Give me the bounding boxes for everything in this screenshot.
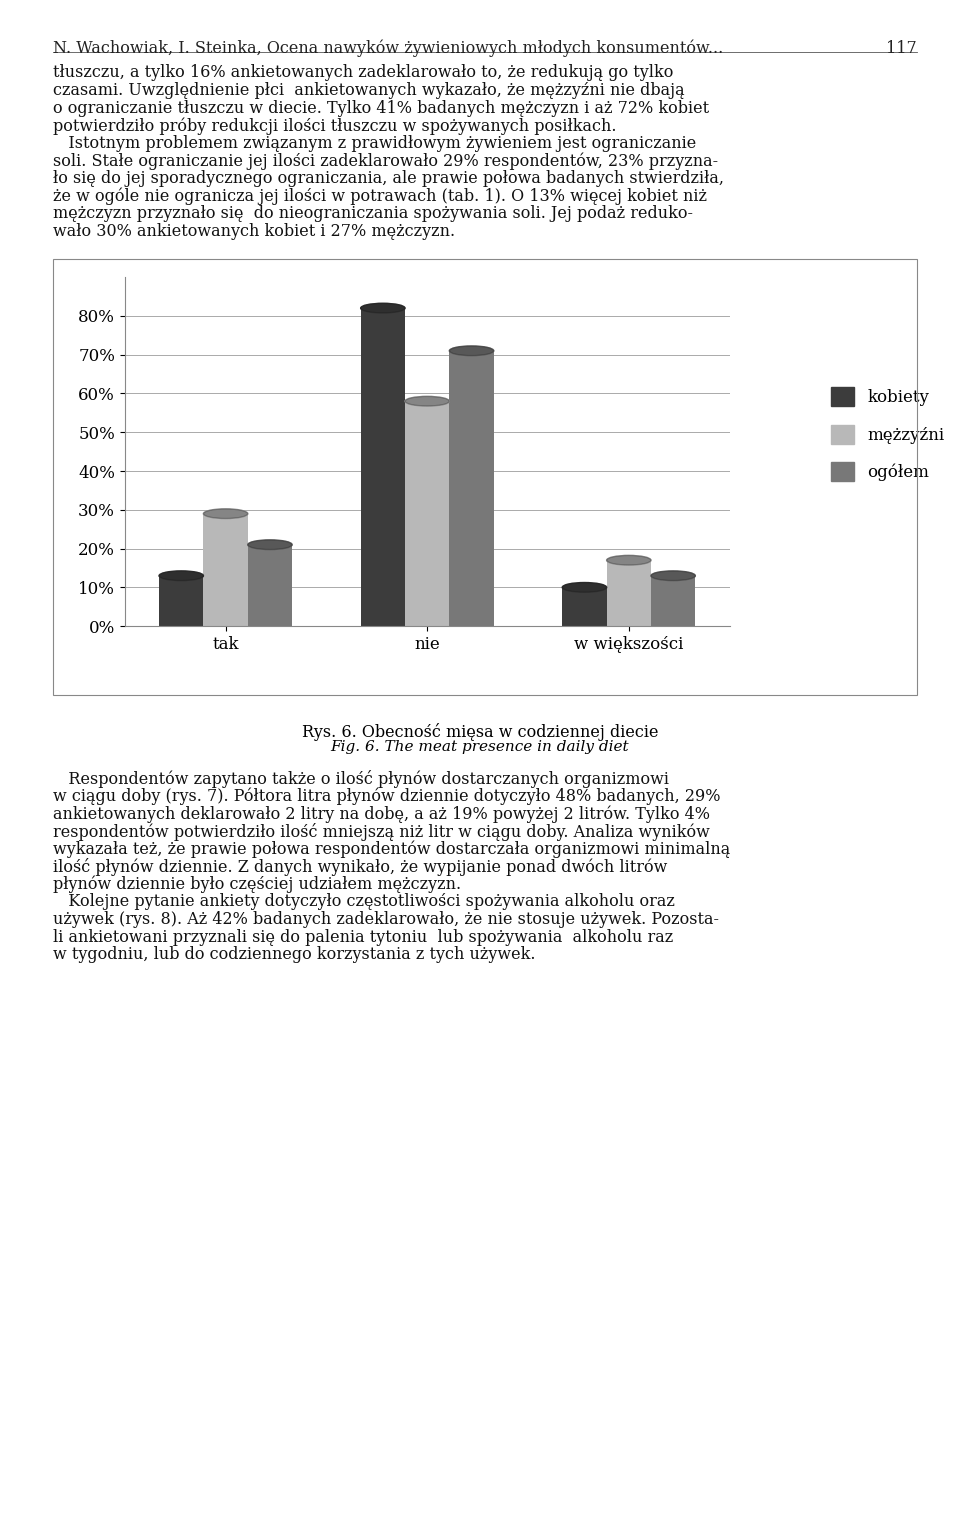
Text: Respondentów zapytano także o ilość płynów dostarczanych organizmowi: Respondentów zapytano także o ilość płyn… [53, 770, 669, 788]
Ellipse shape [405, 397, 449, 406]
Text: wało 30% ankietowanych kobiet i 27% mężczyzn.: wało 30% ankietowanych kobiet i 27% mężc… [53, 224, 455, 240]
Ellipse shape [449, 346, 493, 355]
Bar [248, 545, 292, 626]
Text: soli. Stałe ograniczanie jej ilości zadeklarowało 29% respondentów, 23% przyzna-: soli. Stałe ograniczanie jej ilości zade… [53, 153, 718, 170]
Ellipse shape [159, 571, 204, 580]
Text: Kolejne pytanie ankiety dotyczyło częstotliwości spożywania alkoholu oraz: Kolejne pytanie ankiety dotyczyło często… [53, 894, 675, 911]
Text: używek (rys. 8). Aż 42% badanych zadeklarowało, że nie stosuje używek. Pozosta-: używek (rys. 8). Aż 42% badanych zadekla… [53, 911, 719, 928]
Bar [607, 560, 651, 626]
Ellipse shape [563, 582, 607, 592]
Ellipse shape [651, 571, 695, 580]
Ellipse shape [449, 346, 493, 355]
Ellipse shape [248, 540, 292, 550]
Bar [449, 351, 493, 626]
Text: mężczyzn przyznało się  do nieograniczania spożywania soli. Jej podaż reduko-: mężczyzn przyznało się do nieograniczani… [53, 205, 693, 222]
Bar [361, 308, 405, 626]
Text: czasami. Uwzględnienie płci  ankietowanych wykazało, że mężzyźni nie dbają: czasami. Uwzględnienie płci ankietowanyc… [53, 81, 684, 100]
Bar [204, 514, 248, 626]
Ellipse shape [159, 571, 204, 580]
Text: Fig. 6. The meat presence in daily diet: Fig. 6. The meat presence in daily diet [330, 739, 630, 755]
Ellipse shape [651, 571, 695, 580]
Bar [563, 588, 607, 626]
Text: ankietowanych deklarowało 2 litry na dobę, a aż 19% powyżej 2 litrów. Tylko 4%: ankietowanych deklarowało 2 litry na dob… [53, 805, 709, 822]
Text: w ciągu doby (rys. 7). Półtora litra płynów dziennie dotyczyło 48% badanych, 29%: w ciągu doby (rys. 7). Półtora litra pły… [53, 787, 720, 805]
Ellipse shape [248, 540, 292, 550]
Text: wykazała też, że prawie połowa respondentów dostarczała organizmowi minimalną: wykazała też, że prawie połowa responden… [53, 841, 730, 857]
Legend: kobiety, mężzyźni, ogółem: kobiety, mężzyźni, ogółem [824, 380, 951, 488]
Text: 117: 117 [886, 40, 917, 57]
Text: w tygodniu, lub do codziennego korzystania z tych używek.: w tygodniu, lub do codziennego korzystan… [53, 946, 536, 963]
Text: płynów dziennie było częściej udziałem mężczyzn.: płynów dziennie było częściej udziałem m… [53, 876, 461, 893]
Text: N. Wachowiak, I. Steinka, Ocena nawyków żywieniowych młodych konsumentów...: N. Wachowiak, I. Steinka, Ocena nawyków … [53, 40, 723, 57]
Ellipse shape [204, 508, 248, 519]
Ellipse shape [405, 397, 449, 406]
Text: Rys. 6. Obecność mięsa w codziennej diecie: Rys. 6. Obecność mięsa w codziennej diec… [301, 723, 659, 741]
Text: li ankietowani przyznali się do palenia tytoniu  lub spożywania  alkoholu raz: li ankietowani przyznali się do palenia … [53, 928, 673, 946]
Bar [405, 401, 449, 626]
Text: tłuszczu, a tylko 16% ankietowanych zadeklarowało to, że redukują go tylko: tłuszczu, a tylko 16% ankietowanych zade… [53, 64, 673, 81]
Text: o ograniczanie tłuszczu w diecie. Tylko 41% badanych mężczyzn i aż 72% kobiet: o ograniczanie tłuszczu w diecie. Tylko … [53, 100, 708, 116]
Ellipse shape [607, 556, 651, 565]
Ellipse shape [563, 582, 607, 592]
Bar [159, 576, 204, 626]
Ellipse shape [361, 303, 405, 312]
Text: respondentów potwierdziło ilość mniejszą niż litr w ciągu doby. Analiza wyników: respondentów potwierdziło ilość mniejszą… [53, 824, 709, 841]
Text: Istotnym problemem związanym z prawidłowym żywieniem jest ograniczanie: Istotnym problemem związanym z prawidłow… [53, 135, 696, 152]
Ellipse shape [204, 508, 248, 519]
Text: że w ogóle nie ogranicza jej ilości w potrawach (tab. 1). O 13% więcej kobiet ni: że w ogóle nie ogranicza jej ilości w po… [53, 188, 707, 205]
Ellipse shape [361, 303, 405, 312]
Text: ilość płynów dziennie. Z danych wynikało, że wypijanie ponad dwóch litrów: ilość płynów dziennie. Z danych wynikało… [53, 857, 667, 876]
Ellipse shape [607, 556, 651, 565]
Text: ło się do jej sporadycznego ograniczania, ale prawie połowa badanych stwierdziła: ło się do jej sporadycznego ograniczania… [53, 170, 724, 187]
Text: potwierdziło próby redukcji ilości tłuszczu w spożywanych posiłkach.: potwierdziło próby redukcji ilości tłusz… [53, 116, 616, 135]
Bar [651, 576, 695, 626]
